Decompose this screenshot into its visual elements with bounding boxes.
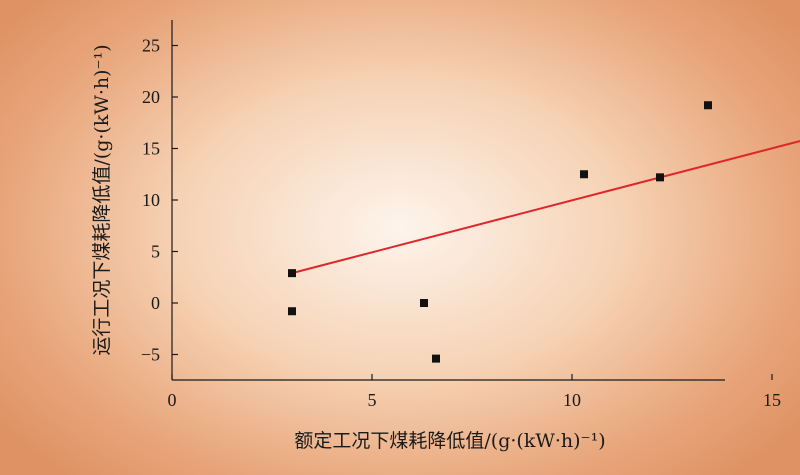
data-point bbox=[420, 299, 428, 307]
y-axis-ticks: −5 0 5 10 15 20 25 bbox=[141, 36, 178, 365]
trend-line-layer bbox=[291, 140, 800, 275]
scatter-points bbox=[288, 101, 712, 363]
data-point bbox=[288, 307, 296, 316]
y-tick-label: 25 bbox=[142, 36, 160, 56]
axes bbox=[171, 20, 725, 381]
data-point bbox=[432, 354, 440, 363]
y-tick-label: 0 bbox=[151, 293, 160, 313]
y-tick-label: 5 bbox=[151, 242, 160, 262]
y-tick-label: 20 bbox=[142, 87, 160, 107]
trend-line bbox=[291, 140, 800, 275]
data-point bbox=[656, 173, 664, 182]
data-point bbox=[288, 269, 296, 278]
y-tick-label: −5 bbox=[141, 345, 160, 365]
x-tick-label: 0 bbox=[168, 390, 177, 410]
x-axis-title: 额定工况下煤耗降低值/(g·(kW·h)⁻¹) bbox=[294, 430, 605, 452]
x-tick-label: 10 bbox=[563, 390, 581, 410]
data-point bbox=[580, 170, 588, 179]
x-tick-label: 5 bbox=[368, 390, 377, 410]
y-axis-title: 运行工况下煤耗降低值/(g·(kW·h)⁻¹) bbox=[91, 44, 113, 355]
x-tick-label: 15 bbox=[763, 390, 781, 410]
data-point bbox=[704, 101, 712, 110]
y-tick-label: 10 bbox=[142, 190, 160, 210]
y-tick-label: 15 bbox=[142, 139, 160, 159]
